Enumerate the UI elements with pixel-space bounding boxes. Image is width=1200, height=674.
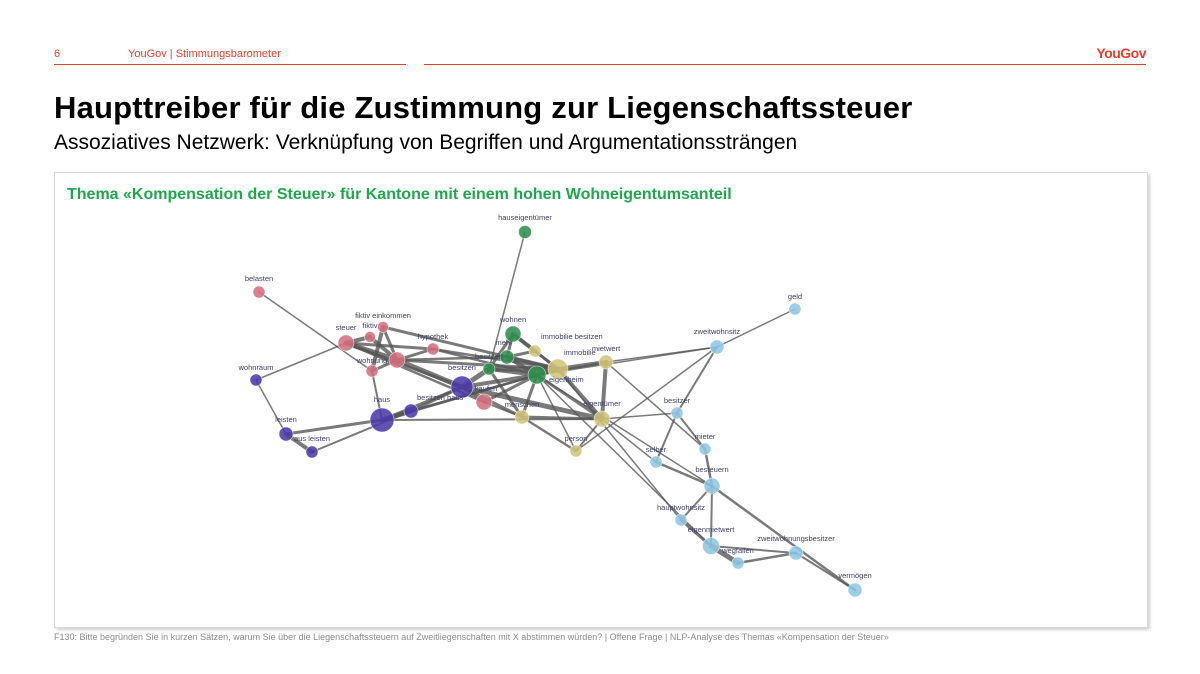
yougov-logo: YouGov: [1096, 45, 1146, 61]
node-besitzen_haus[interactable]: [404, 404, 418, 418]
node-label-besteuern: besteuern: [695, 465, 728, 474]
node-person[interactable]: [570, 445, 582, 457]
node-label-wegfallen: wegfallen: [721, 546, 754, 555]
edge-haus-besitzen_purple: [382, 387, 462, 420]
node-vermoegen[interactable]: [848, 583, 862, 597]
node-steuer[interactable]: [338, 335, 354, 351]
node-menschen[interactable]: [515, 410, 529, 424]
edge-besitzer-selber: [656, 413, 677, 462]
node-leisten[interactable]: [279, 427, 293, 441]
node-label-besitzen_haus: besitzen haus: [417, 393, 464, 402]
node-fiktiv_einkommen[interactable]: [378, 322, 389, 333]
node-zweitwohnungsbesitzer[interactable]: [789, 546, 803, 560]
node-label-besitzen_purple: besitzen: [448, 363, 476, 372]
page-title: Haupttreiber für die Zustimmung zur Lieg…: [54, 90, 912, 126]
node-label-kaufen: kaufen: [475, 384, 498, 393]
node-label-mehr: mehr: [495, 338, 513, 347]
node-belasten[interactable]: [253, 286, 265, 298]
node-label-eigenmietwert: eigenmietwert: [688, 525, 736, 534]
node-hypothek[interactable]: [427, 343, 439, 355]
node-selber[interactable]: [650, 456, 662, 468]
header-rule-right: [424, 64, 1146, 65]
node-wegfallen[interactable]: [732, 557, 744, 569]
edge-hauseigentuemer-besitzen_green: [489, 232, 525, 369]
node-label-zweitwohnsitz: zweitwohnsitz: [694, 327, 741, 336]
node-label-wohnraum: wohnraum: [237, 363, 273, 372]
node-label-geld: geld: [788, 292, 802, 301]
footnote: F130: Bitte begründen Sie in kurzen Sätz…: [54, 632, 889, 642]
node-label-wohnen: wohnen: [499, 315, 526, 324]
network-panel: Thema «Kompensation der Steuer» für Kant…: [54, 172, 1148, 628]
edge-menschen-eigentuemer: [522, 417, 602, 419]
edge-aus_leisten-besitzen_haus: [312, 411, 411, 452]
edge-wohnraum-leisten: [256, 380, 286, 434]
edge-besteuern-eigenmietwert: [711, 486, 712, 546]
node-label-fiktiv_einkommen: fiktiv einkommen: [355, 311, 411, 320]
node-hauseigentuemer[interactable]: [519, 226, 532, 239]
node-haus[interactable]: [370, 408, 394, 432]
node-eigentuemer[interactable]: [594, 411, 610, 427]
edge-eigenheim-besteuern: [537, 375, 712, 486]
node-label-steuer: steuer: [336, 323, 357, 332]
node-label-wohnung: wohnung: [356, 356, 387, 365]
node-wohnraum[interactable]: [250, 374, 262, 386]
edge-steuer-wohnraum: [256, 343, 346, 380]
source-label: YouGov | Stimmungsbarometer: [128, 48, 281, 60]
node-mieter[interactable]: [699, 443, 711, 455]
node-geld[interactable]: [789, 303, 801, 315]
page-subtitle: Assoziatives Netzwerk: Verknüpfung von B…: [54, 131, 797, 155]
node-label-belasten: belasten: [245, 274, 273, 283]
node-kaufen[interactable]: [476, 394, 492, 410]
node-besitzen_green[interactable]: [483, 363, 495, 375]
edge-mietwert-eigentuemer: [602, 362, 606, 419]
node-fiktiv[interactable]: [365, 332, 376, 343]
node-label-eigentuemer: eigentümer: [583, 399, 621, 408]
node-label-vermoegen: vermögen: [838, 571, 871, 580]
node-label-person: person: [565, 434, 588, 443]
node-label-aus_leisten: aus leisten: [294, 434, 330, 443]
edge-haus-leisten: [286, 420, 382, 434]
label-layer: hauseigentümerbelastengeldfiktiv einkomm…: [237, 213, 871, 580]
node-mietwert[interactable]: [599, 355, 613, 369]
node-label-fiktiv: fiktiv: [363, 321, 378, 330]
node-red_mid[interactable]: [389, 352, 405, 368]
node-label-besitzer: besitzer: [664, 396, 691, 405]
node-zweitwohnsitz[interactable]: [710, 340, 724, 354]
node-label-haus: haus: [374, 395, 391, 404]
node-label-mieter: mieter: [695, 432, 716, 441]
node-label-eigenheim: eigenheim: [549, 375, 584, 384]
node-besitzer[interactable]: [671, 407, 683, 419]
node-label-besitzen_green: besitzen: [475, 352, 503, 361]
node-label-leisten: leisten: [275, 415, 297, 424]
node-label-immobilie_besitzen: immobilie besitzen: [541, 332, 603, 341]
node-aus_leisten[interactable]: [306, 446, 318, 458]
header-rule-left: [54, 64, 406, 65]
node-label-zweitwohnungsbesitzer: zweitwohnungsbesitzer: [757, 534, 835, 543]
node-label-hauseigentuemer: hauseigentümer: [498, 213, 552, 222]
edge-besitzer-mieter: [677, 413, 705, 449]
node-eigenheim[interactable]: [528, 366, 546, 384]
node-label-hauptwohnsitz: hauptwohnsitz: [657, 503, 705, 512]
node-hauptwohnsitz[interactable]: [675, 514, 687, 526]
edge-mietwert-mieter: [606, 362, 705, 449]
node-eigenmietwert[interactable]: [703, 538, 720, 555]
node-wohnung[interactable]: [366, 365, 378, 377]
node-label-mietwert: mietwert: [592, 344, 621, 353]
node-label-menschen: menschen: [505, 400, 540, 409]
node-besteuern[interactable]: [704, 478, 720, 494]
node-label-hypothek: hypothek: [418, 332, 449, 341]
page-number: 6: [54, 48, 60, 60]
node-immobilie_besitzen[interactable]: [529, 345, 541, 357]
node-label-selber: selber: [646, 445, 667, 454]
